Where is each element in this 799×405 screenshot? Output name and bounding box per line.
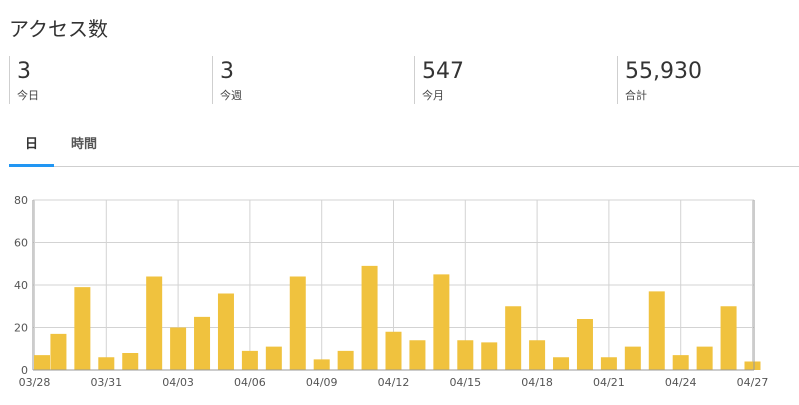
stat-total-value: 55,930 (625, 59, 702, 84)
bar-04/06[interactable] (241, 350, 258, 370)
access-bar-chart: 0 20 40 60 80 03/28 03/31 04/03 04/06 04/09 04/12 0… (14, 194, 768, 389)
bar-04/17[interactable] (505, 306, 522, 370)
x-tick-label: 04/03 (162, 376, 194, 389)
stat-month-label: 今月 (422, 89, 444, 102)
bar-04/01[interactable] (122, 353, 139, 370)
chart-axes: 0 20 40 60 80 03/28 03/31 04/03 04/06 04/09 04/12 0… (14, 194, 768, 389)
x-tick-label: 04/18 (521, 376, 553, 389)
bar-04/13[interactable] (409, 340, 426, 370)
y-tick-label: 0 (21, 364, 28, 377)
stat-month-value: 547 (422, 59, 464, 84)
bar-04/09[interactable] (313, 359, 330, 370)
bar-04/12[interactable] (385, 331, 402, 370)
bar-03/28[interactable] (34, 355, 50, 370)
stat-today-label: 今日 (17, 89, 39, 102)
x-tick-label: 04/15 (449, 376, 481, 389)
bar-04/21[interactable] (600, 357, 617, 370)
x-tick-label: 04/09 (306, 376, 338, 389)
bar-04/26[interactable] (720, 306, 737, 370)
bar-04/15[interactable] (457, 340, 474, 370)
x-tick-label: 04/12 (378, 376, 410, 389)
x-tick-label: 04/21 (593, 376, 625, 389)
chart-bars (34, 265, 761, 371)
stat-total: 55,930 合計 (617, 56, 702, 104)
stat-month: 547 今月 (414, 56, 464, 104)
bar-03/31[interactable] (98, 357, 115, 370)
bar-04/20[interactable] (576, 319, 593, 370)
stat-week-label: 今週 (220, 89, 242, 102)
x-tick-label: 03/31 (90, 376, 122, 389)
bar-04/18[interactable] (529, 340, 546, 370)
stat-week: 3 今週 (212, 56, 242, 104)
tab-bar: 日 時間 (9, 132, 799, 167)
bar-04/07[interactable] (265, 346, 282, 370)
bar-04/23[interactable] (648, 291, 665, 370)
bar-04/25[interactable] (696, 346, 713, 370)
stat-today: 3 今日 (9, 56, 39, 104)
bar-04/10[interactable] (337, 350, 354, 370)
stat-total-label: 合計 (625, 89, 647, 102)
x-tick-label: 04/06 (234, 376, 266, 389)
y-tick-label: 20 (14, 322, 28, 335)
bar-04/03[interactable] (170, 327, 187, 371)
bar-03/30[interactable] (74, 287, 91, 370)
bar-03/29[interactable] (50, 333, 67, 370)
x-tick-label: 04/24 (665, 376, 697, 389)
bar-04/19[interactable] (553, 357, 570, 370)
bar-04/27[interactable] (744, 361, 761, 371)
stat-today-value: 3 (17, 59, 31, 84)
bar-04/08[interactable] (289, 276, 306, 371)
tab-day[interactable]: 日 (9, 132, 54, 167)
bar-04/24[interactable] (672, 355, 689, 370)
y-tick-label: 40 (14, 279, 28, 292)
bar-04/22[interactable] (624, 346, 641, 370)
y-tick-label: 80 (14, 194, 28, 207)
x-tick-label: 03/28 (19, 376, 51, 389)
bar-04/04[interactable] (194, 316, 211, 370)
stat-week-value: 3 (220, 59, 234, 84)
stats-row: 3 今日 3 今週 547 今月 55,930 合計 (9, 56, 799, 104)
bar-04/02[interactable] (146, 276, 163, 371)
bar-04/11[interactable] (361, 265, 378, 370)
tab-hour[interactable]: 時間 (70, 137, 97, 152)
bar-04/05[interactable] (217, 293, 234, 371)
bar-04/16[interactable] (481, 342, 498, 370)
page-title: アクセス数 (9, 17, 108, 41)
bar-04/14[interactable] (433, 274, 450, 370)
y-tick-label: 60 (14, 237, 28, 250)
x-tick-label: 04/27 (737, 376, 769, 389)
